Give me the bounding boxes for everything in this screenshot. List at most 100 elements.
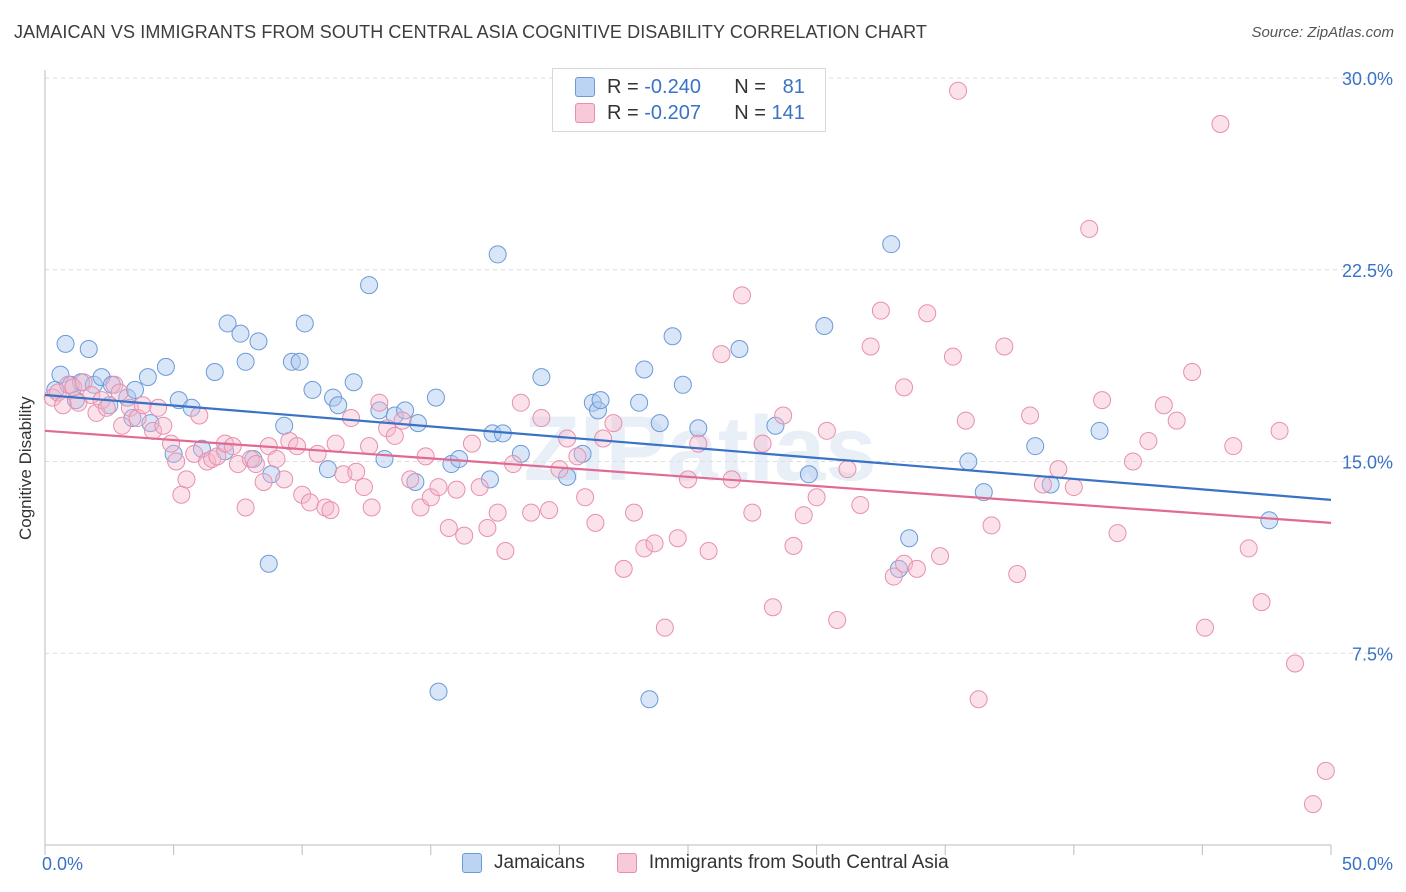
point-jamaicans <box>290 352 309 371</box>
point-immigrants <box>1285 654 1304 673</box>
point-immigrants <box>267 449 286 468</box>
point-immigrants <box>871 301 890 320</box>
point-jamaicans <box>900 529 919 548</box>
point-immigrants <box>113 416 132 435</box>
point-jamaicans <box>259 554 278 573</box>
point-immigrants <box>1195 618 1214 637</box>
correlation-legend: R = -0.240 N = 81 R = -0.207 N = 141 <box>552 68 826 132</box>
legend-swatch-immigrants <box>616 853 637 873</box>
point-jamaicans <box>375 449 394 468</box>
point-immigrants <box>321 501 340 520</box>
point-immigrants <box>1021 406 1040 425</box>
point-jamaicans <box>218 314 237 333</box>
point-jamaicans <box>156 357 175 376</box>
point-immigrants <box>385 426 404 445</box>
point-immigrants <box>568 447 587 466</box>
point-immigrants <box>488 503 507 522</box>
point-jamaicans <box>426 388 445 407</box>
point-immigrants <box>743 503 762 522</box>
point-immigrants <box>275 470 294 489</box>
point-immigrants <box>645 534 664 553</box>
point-immigrants <box>110 383 129 402</box>
point-immigrants <box>1167 411 1186 430</box>
point-jamaicans <box>488 245 507 264</box>
point-immigrants <box>884 567 903 586</box>
point-immigrants <box>167 452 186 471</box>
point-immigrants <box>347 462 366 481</box>
point-immigrants <box>828 611 847 630</box>
point-immigrants <box>177 470 196 489</box>
point-immigrants <box>54 396 73 415</box>
y-tick-label: 30.0% <box>1342 69 1393 89</box>
point-immigrants <box>1252 593 1271 612</box>
point-immigrants <box>635 539 654 558</box>
point-immigrants <box>956 411 975 430</box>
series-legend: Jamaicans Immigrants from South Central … <box>462 852 981 874</box>
point-jamaicans <box>511 444 530 463</box>
legend-swatch-jamaicans <box>462 853 482 873</box>
point-jamaicans <box>635 360 654 379</box>
legend-item-immigrants: Immigrants from South Central Asia <box>616 852 949 874</box>
legend-r-label: R = <box>607 75 639 98</box>
point-jamaicans <box>408 414 427 433</box>
point-jamaicans <box>689 419 708 438</box>
point-immigrants <box>149 398 168 417</box>
point-immigrants <box>198 452 217 471</box>
point-immigrants <box>162 434 181 453</box>
point-jamaicans <box>406 472 425 491</box>
point-immigrants <box>1316 761 1335 780</box>
legend-row-jamaicans: R = -0.240 N = 81 <box>575 75 805 99</box>
point-jamaicans <box>205 363 224 382</box>
point-immigrants <box>362 498 381 517</box>
point-immigrants <box>416 447 435 466</box>
point-immigrants <box>918 304 937 323</box>
point-immigrants <box>532 409 551 428</box>
point-immigrants <box>817 421 836 440</box>
point-immigrants <box>316 498 335 517</box>
chart-title: JAMAICAN VS IMMIGRANTS FROM SOUTH CENTRA… <box>14 22 927 42</box>
point-jamaicans <box>588 401 607 420</box>
point-jamaicans <box>126 380 145 399</box>
point-immigrants <box>241 449 260 468</box>
point-immigrants <box>943 347 962 366</box>
point-immigrants <box>246 455 265 474</box>
point-immigrants <box>190 406 209 425</box>
point-jamaicans <box>84 375 103 394</box>
point-immigrants <box>1033 475 1052 494</box>
point-jamaicans <box>236 352 255 371</box>
point-jamaicans <box>275 416 294 435</box>
legend-r-value: -0.207 <box>644 101 701 124</box>
legend-n-value: 141 <box>771 101 805 124</box>
point-immigrants <box>478 518 497 537</box>
point-immigrants <box>1108 524 1127 543</box>
point-jamaicans <box>360 276 379 295</box>
point-immigrants <box>1303 795 1322 814</box>
point-immigrants <box>594 429 613 448</box>
point-jamaicans <box>573 444 592 463</box>
x-tick-label: 50.0% <box>1342 854 1393 874</box>
point-immigrants <box>462 434 481 453</box>
point-immigrants <box>172 485 191 504</box>
point-immigrants <box>550 460 569 479</box>
point-immigrants <box>1093 391 1112 410</box>
point-jamaicans <box>882 235 901 254</box>
legend-row-immigrants: R = -0.207 N = 141 <box>575 101 805 125</box>
point-jamaicans <box>959 452 978 471</box>
point-immigrants <box>655 618 674 637</box>
point-immigrants <box>360 437 379 456</box>
axes <box>44 70 1332 855</box>
point-immigrants <box>699 541 718 560</box>
point-immigrants <box>1183 363 1202 382</box>
point-immigrants <box>43 388 62 407</box>
point-jamaicans <box>282 352 301 371</box>
trend-lines <box>44 393 1332 524</box>
point-immigrants <box>614 559 633 578</box>
point-immigrants <box>763 598 782 617</box>
point-immigrants <box>1139 432 1158 451</box>
point-immigrants <box>293 485 312 504</box>
point-jamaicans <box>766 416 785 435</box>
point-jamaicans <box>730 340 749 359</box>
point-immigrants <box>712 345 731 364</box>
point-jamaicans <box>329 396 348 415</box>
